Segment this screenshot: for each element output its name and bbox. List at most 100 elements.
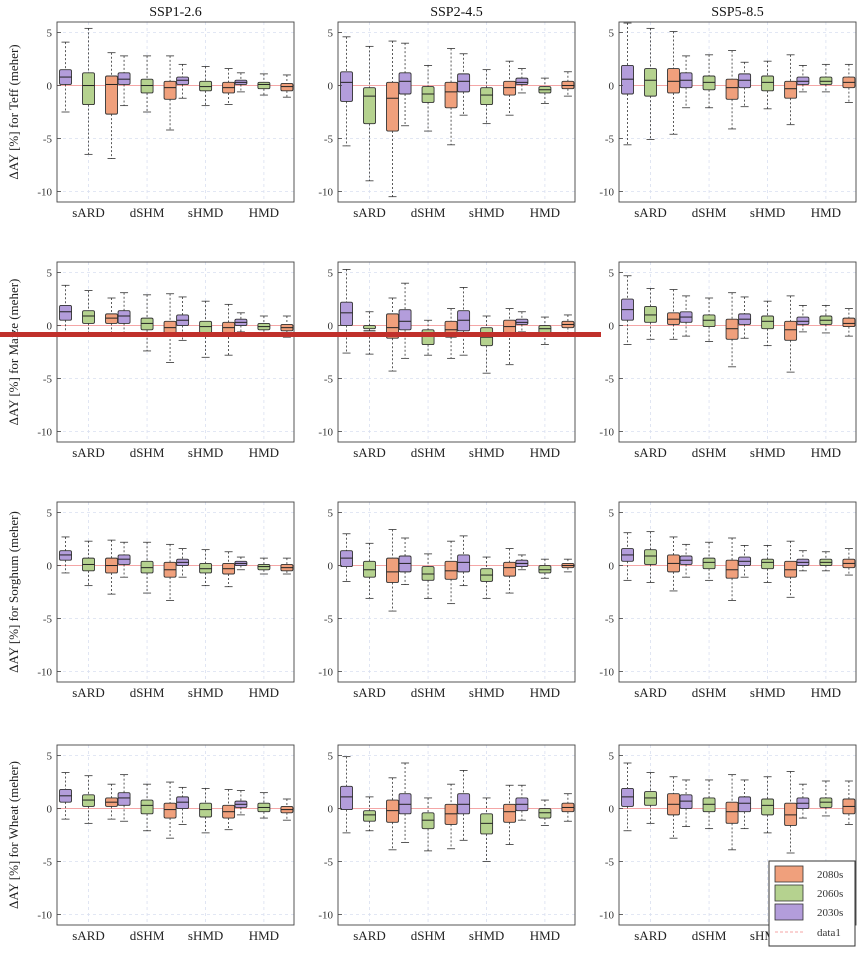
legend-swatch-2080s: [774, 865, 804, 883]
box-body: [105, 313, 118, 324]
legend-swatch-2030s: [774, 903, 804, 921]
box-2080s-HMD: [280, 557, 294, 575]
box-2080s-sARD: [105, 539, 118, 595]
box-2030s-sARD: [340, 533, 353, 582]
box-2030s-sARD: [340, 269, 353, 354]
plot-area: [338, 502, 575, 682]
legend-label-2060s: 2060s: [817, 888, 843, 900]
plot-area: [338, 262, 575, 442]
box-body: [667, 68, 680, 94]
x-category-label: HMD: [530, 445, 560, 460]
box-2060s-dSHM: [140, 294, 154, 352]
y-tick-label: -10: [318, 909, 333, 921]
plot-area: [57, 745, 294, 925]
box-body: [257, 564, 271, 571]
y-tick-label: -10: [37, 666, 52, 678]
y-tick-label: -5: [324, 373, 334, 385]
panel-0-2: 5 0 -5 -10 sARD dSHM sHMD HMD SSP5-8.5: [599, 5, 857, 220]
box-2080s-dSHM: [163, 293, 177, 363]
axes-frame: [337, 261, 576, 443]
x-category-label: sHMD: [188, 685, 223, 700]
panel-title: SSP5-8.5: [711, 5, 764, 20]
box-body: [761, 315, 775, 330]
y-tick-label: 0: [328, 561, 334, 573]
box-2030s-HMD: [515, 784, 529, 821]
y-tick-label: 0: [609, 321, 615, 333]
box-2030s-HMD: [515, 311, 529, 333]
box-body: [398, 72, 412, 95]
x-category-label: sHMD: [188, 205, 223, 220]
plot-area: [338, 22, 575, 202]
legend-label-2080s: 2080s: [817, 869, 843, 881]
box-2080s-HMD: [280, 315, 294, 338]
x-category-label: dSHM: [692, 445, 727, 460]
box-2060s-HMD: [538, 77, 552, 104]
box-2060s-HMD: [819, 780, 833, 817]
y-tick-label: 5: [47, 28, 53, 40]
red-annotation-line-bar: [0, 332, 601, 337]
x-category-label: sHMD: [188, 928, 223, 943]
panel-2-0: 5 0 -5 -10 sARD dSHM sHMD HMD ΔAY [%] for Sorghu…: [6, 501, 295, 700]
box-body: [176, 796, 190, 809]
plot-area: [619, 22, 856, 202]
box-2080s-dSHM: [163, 781, 177, 839]
box-body: [340, 550, 353, 568]
x-category-label: sARD: [353, 685, 386, 700]
x-category-label: HMD: [811, 205, 841, 220]
box-2060s-sARD: [82, 27, 95, 155]
box-body: [363, 87, 376, 125]
axes-frame: [337, 744, 576, 926]
box-body: [796, 316, 810, 325]
box-2030s-HMD: [796, 783, 810, 819]
x-category-label: sARD: [353, 928, 386, 943]
box-2030s-sARD: [621, 275, 634, 345]
y-tick-label: -10: [318, 666, 333, 678]
box-2080s-dSHM: [444, 48, 458, 146]
box-body: [199, 802, 213, 818]
y-tick-label: -10: [318, 426, 333, 438]
box-2060s-HMD: [257, 792, 271, 819]
box-2060s-dSHM: [140, 783, 154, 832]
box-2080s-sHMD: [222, 551, 236, 588]
box-2030s-dSHM: [398, 537, 412, 585]
x-category-label: sHMD: [469, 445, 504, 460]
panel-title: SSP2-4.5: [430, 5, 483, 20]
y-tick-label: -5: [43, 613, 53, 625]
box-body: [503, 803, 517, 823]
box-2030s-sARD: [621, 22, 634, 146]
box-2030s-HMD: [234, 312, 248, 333]
box-2080s-HMD: [561, 558, 575, 573]
box-body: [386, 81, 399, 132]
box-2030s-sARD: [340, 36, 353, 147]
panel-3-0: 5 0 -5 -10 sARD dSHM sHMD HMD ΔAY [%] for Wheat …: [6, 744, 295, 943]
box-2030s-sHMD: [176, 548, 190, 578]
box-2060s-dSHM: [140, 541, 154, 594]
y-tick-label: -5: [605, 856, 615, 868]
axes-frame: [618, 744, 857, 926]
box-2080s-HMD: [561, 71, 575, 97]
box-2080s-sHMD: [784, 295, 798, 373]
box-2060s-HMD: [538, 558, 552, 579]
box-body: [738, 796, 752, 813]
box-2030s-sHMD: [457, 53, 471, 116]
box-body: [480, 813, 494, 835]
x-category-label: dSHM: [130, 685, 165, 700]
box-2030s-dSHM: [679, 779, 693, 827]
box-2030s-dSHM: [398, 762, 412, 843]
y-tick-label: -5: [605, 613, 615, 625]
box-body: [457, 554, 471, 573]
y-tick-label: 5: [328, 268, 334, 280]
plot-area: [57, 502, 294, 682]
box-body: [398, 555, 412, 573]
box-body: [105, 75, 118, 115]
box-2080s-dSHM: [163, 55, 177, 131]
box-body: [515, 318, 529, 325]
box-body: [819, 76, 833, 85]
box-2080s-sARD: [667, 31, 680, 135]
y-tick-label: 5: [47, 508, 53, 520]
box-2060s-dSHM: [702, 541, 716, 581]
box-2060s-sARD: [363, 542, 376, 599]
y-tick-label: 0: [328, 321, 334, 333]
